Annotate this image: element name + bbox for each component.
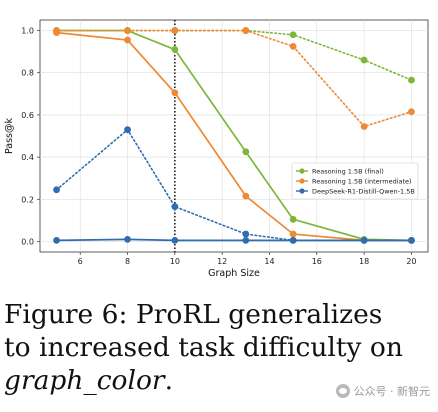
caption-line-3: graph_color. bbox=[4, 364, 434, 397]
y-tick-label: 0.6 bbox=[21, 111, 34, 120]
caption-task-name: graph_color bbox=[4, 365, 165, 396]
dotted-point bbox=[171, 27, 179, 34]
line-chart: 6 8 10 12 14 16 18 20 0.0 0.2 0.4 0.6 0.8 1.0 Graph S… bbox=[4, 19, 429, 279]
legend-entry: Reasoning 1.5B (final) bbox=[312, 167, 384, 175]
x-tick-label: 14 bbox=[264, 257, 274, 266]
solid-point bbox=[289, 215, 297, 223]
dotted-point bbox=[171, 203, 179, 211]
legend-entry: Reasoning 1.5B (intermediate) bbox=[312, 177, 412, 185]
legend-swatch-marker bbox=[299, 168, 305, 174]
legend-box bbox=[291, 162, 419, 200]
tick-labels: 6 8 10 12 14 16 18 20 0.0 0.2 0.4 0.6 0.8 1.0 bbox=[21, 27, 416, 266]
solid-point bbox=[289, 237, 297, 244]
x-tick-label: 10 bbox=[170, 257, 180, 266]
legend-entry: DeepSeek-R1-Distill-Qwen-1.5B bbox=[312, 187, 415, 195]
x-tick-label: 8 bbox=[125, 257, 130, 266]
caption-period: . bbox=[164, 365, 174, 396]
y-tick-label: 0.8 bbox=[21, 69, 34, 78]
series-3 bbox=[53, 126, 415, 244]
solid-point bbox=[242, 192, 250, 200]
solid-point bbox=[171, 89, 179, 97]
solid-point bbox=[289, 230, 297, 238]
caption-line-2: to increased task difficulty on bbox=[4, 332, 403, 363]
solid-point bbox=[242, 237, 250, 244]
y-tick-label: 0.2 bbox=[21, 195, 34, 204]
dotted-point bbox=[289, 42, 297, 50]
dotted-point bbox=[124, 27, 131, 34]
dotted-point bbox=[289, 31, 297, 39]
watermark-text: 公众号 · 新智元 bbox=[353, 385, 431, 398]
solid-point bbox=[124, 235, 131, 243]
solid-point bbox=[171, 46, 179, 53]
wechat-icon bbox=[335, 384, 350, 398]
x-axis-label: Graph Size bbox=[208, 268, 260, 279]
dotted-point bbox=[408, 108, 415, 116]
dotted-point bbox=[242, 230, 250, 238]
x-tick-label: 12 bbox=[217, 257, 227, 266]
solid-point bbox=[53, 29, 60, 37]
watermark: 公众号 · 新智元 bbox=[335, 383, 431, 399]
legend-swatch-marker bbox=[299, 188, 305, 194]
y-tick-label: 0.0 bbox=[21, 237, 34, 246]
x-tick-label: 20 bbox=[406, 257, 416, 266]
series-group bbox=[53, 27, 415, 244]
dotted-point bbox=[124, 126, 131, 134]
dotted-point bbox=[242, 27, 250, 34]
legend-swatch-marker bbox=[299, 178, 305, 184]
figure-caption: Figure 6: ProRL generalizes to increased… bbox=[4, 298, 434, 397]
dotted-point bbox=[53, 186, 60, 194]
x-tick-label: 16 bbox=[312, 257, 322, 266]
legend: Reasoning 1.5B (final) Reasoning 1.5B (in… bbox=[291, 162, 419, 200]
dotted-point bbox=[360, 123, 368, 130]
solid-point bbox=[408, 237, 415, 244]
x-tick-label: 18 bbox=[359, 257, 369, 266]
solid-point bbox=[124, 36, 131, 44]
solid-point bbox=[242, 148, 250, 156]
y-tick-label: 0.4 bbox=[21, 153, 34, 162]
caption-line-1: Figure 6: ProRL generalizes bbox=[4, 299, 383, 330]
solid-point bbox=[171, 237, 179, 244]
dotted-point bbox=[360, 56, 368, 64]
dotted-point bbox=[408, 76, 415, 84]
solid-point bbox=[360, 237, 368, 244]
y-axis-label: Pass@k bbox=[4, 117, 15, 154]
y-tick-label: 1.0 bbox=[21, 27, 34, 36]
x-tick-label: 6 bbox=[78, 257, 83, 266]
solid-point bbox=[53, 237, 60, 244]
